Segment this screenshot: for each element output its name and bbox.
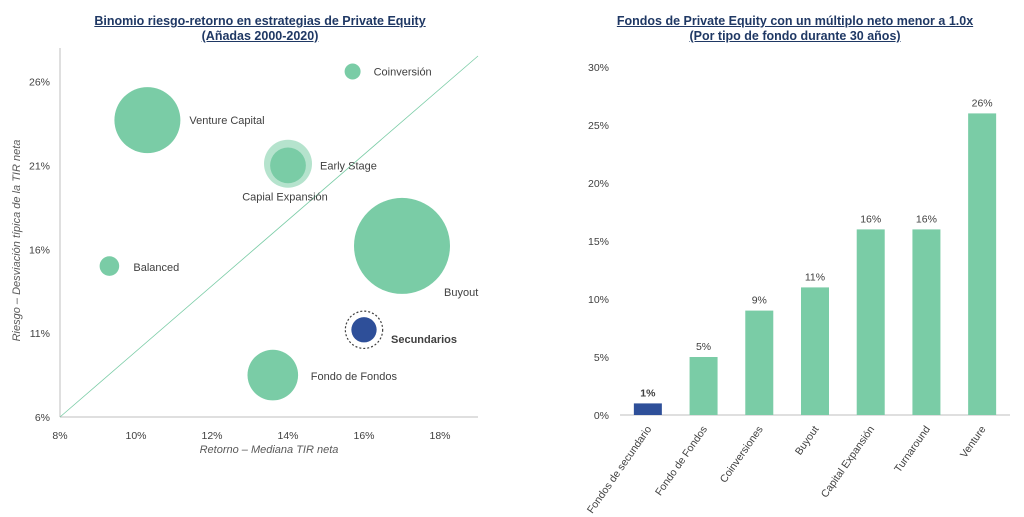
bar-y-tick-label: 10% xyxy=(588,294,609,306)
scatter-title-line2: (Añadas 2000-2020) xyxy=(201,29,319,43)
bubble-venture-capital xyxy=(114,87,181,154)
bubble-label-balanced: Balanced xyxy=(133,262,179,274)
bubble-label-coinversi-n: Coinversión xyxy=(374,66,432,78)
bar-category-label-buyout: Buyout xyxy=(793,424,822,458)
x-tick-label: 16% xyxy=(353,430,374,442)
bar-buyout xyxy=(801,287,829,415)
diagonal-reference-line xyxy=(59,55,479,418)
x-tick-label: 10% xyxy=(125,430,146,442)
x-tick-label: 8% xyxy=(52,430,67,442)
bar-y-tick-label: 20% xyxy=(588,178,609,190)
bubble-secundarios xyxy=(351,317,377,343)
bar-data-label-capital-expansi-n: 16% xyxy=(860,213,881,225)
bar-title: Fondos de Private Equity con un múltiplo… xyxy=(560,14,1024,44)
bubble-label-capial-expansi-n: Capial Expansión xyxy=(242,192,328,204)
bar-fondos-de-secundario xyxy=(633,403,662,415)
y-tick-label: 26% xyxy=(29,77,50,89)
bubble-label-venture-capital: Venture Capital xyxy=(189,115,264,127)
bar-y-tick-label: 25% xyxy=(588,120,609,132)
bubble-outline-secundarios xyxy=(344,310,384,350)
x-tick-label: 18% xyxy=(429,430,450,442)
bar-capital-expansi-n xyxy=(856,229,885,415)
y-tick-label: 11% xyxy=(30,328,50,340)
y-axis-title: Riesgo – Desviación típica de la TIR net… xyxy=(11,140,23,342)
bar-data-label-turnaround: 16% xyxy=(916,213,937,225)
y-tick-label: 6% xyxy=(35,412,50,424)
x-axis-title: Retorno – Mediana TIR neta xyxy=(200,444,339,456)
bar-category-label-venture: Venture xyxy=(958,424,989,461)
x-tick-label: 12% xyxy=(201,430,222,442)
bar-y-tick-label: 5% xyxy=(594,352,609,364)
bubble-label-fondo-de-fondos: Fondo de Fondos xyxy=(311,371,398,383)
scatter-chart: 6% 11% 16% 21% 26% 8% 10% 12% 14% 16% 18% Retorno –… xyxy=(11,48,479,456)
bar-data-label-coinversiones: 9% xyxy=(752,295,767,307)
scatter-title-line1: Binomio riesgo-retorno en estrategias de… xyxy=(94,14,426,28)
bubble-label-secundarios: Secundarios xyxy=(391,334,457,346)
bar-y-tick-label: 30% xyxy=(588,62,609,74)
y-tick-label: 21% xyxy=(29,160,50,172)
x-tick-label: 14% xyxy=(277,430,298,442)
bar-y-tick-label: 15% xyxy=(588,236,609,248)
bar-turnaround xyxy=(912,229,941,415)
bar-data-label-buyout: 11% xyxy=(805,271,825,283)
bar-coinversiones xyxy=(745,310,774,415)
bubble-buyout xyxy=(354,197,450,294)
bar-data-label-fondos-de-secundario: 1% xyxy=(640,387,656,399)
bar-fondo-de-fondos xyxy=(689,357,718,415)
bubble-label-buyout: Buyout xyxy=(444,287,478,299)
bar-title-line1: Fondos de Private Equity con un múltiplo… xyxy=(616,14,974,28)
bar-category-label-coinversiones: Coinversiones xyxy=(718,424,766,485)
bar-venture xyxy=(968,113,997,416)
bar-data-label-fondo-de-fondos: 5% xyxy=(696,341,711,353)
bubble-coinversi-n xyxy=(344,63,361,80)
bar-y-tick-label: 0% xyxy=(594,410,609,422)
bar-data-label-venture: 26% xyxy=(972,97,993,109)
bar-category-label-capital-expansi-n: Capital Expansión xyxy=(819,424,877,500)
bubble-label-early-stage: Early Stage xyxy=(320,160,377,172)
bubble-balanced xyxy=(99,256,120,276)
bar-category-label-fondos-de-secundario: Fondos de secundario xyxy=(585,424,655,516)
bubble-fondo-de-fondos xyxy=(247,349,299,401)
bar-title-line2: (Por tipo de fondo durante 30 años) xyxy=(689,29,901,43)
y-tick-label: 16% xyxy=(29,244,50,256)
scatter-title: Binomio riesgo-retorno en estrategias de… xyxy=(40,14,480,44)
bar-category-label-turnaround: Turnaround xyxy=(892,424,933,475)
bar-category-label-fondo-de-fondos: Fondo de Fondos xyxy=(653,424,710,498)
bubble-early-stage xyxy=(270,147,306,184)
